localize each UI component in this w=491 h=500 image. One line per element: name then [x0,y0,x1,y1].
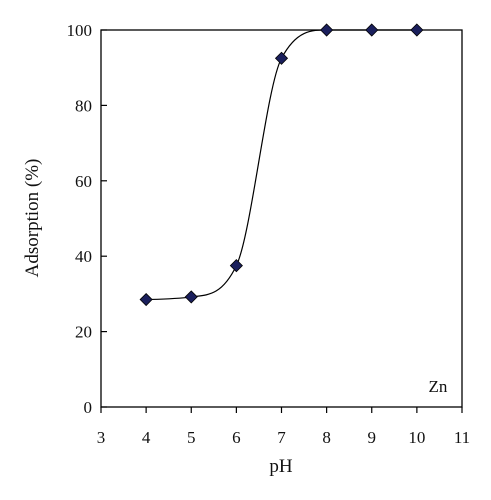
y-tick-label: 20 [75,323,92,342]
x-tick-label: 5 [187,428,196,447]
data-point [184,290,198,304]
data-point [274,51,289,65]
zn-annotation: Zn [429,377,448,396]
y-tick-label: 60 [75,172,92,191]
data-point [365,23,379,37]
x-tick-label: 9 [368,428,377,447]
x-tick-label: 3 [97,428,106,447]
y-tick-label: 0 [84,398,93,417]
data-point [139,292,153,307]
y-tick-label: 100 [67,21,93,40]
data-point [410,23,424,37]
x-tick-label: 11 [454,428,470,447]
plot-frame [100,29,463,408]
x-tick-label: 6 [232,428,241,447]
x-axis-ticks: 3 4 5 6 7 8 9 10 11 [97,407,470,447]
y-axis-ticks: 0 20 40 60 80 100 [67,21,107,417]
y-axis-title: Adsorption (%) [22,159,43,278]
data-point [229,259,243,273]
x-tick-label: 8 [322,428,331,447]
x-tick-label: 7 [277,428,286,447]
x-tick-label: 10 [408,428,425,447]
x-tick-label: 4 [142,428,151,447]
x-axis-title: pH [269,456,293,477]
fit-curve [146,29,417,301]
data-points [139,23,424,307]
data-point [320,23,334,37]
y-tick-label: 80 [75,96,92,115]
y-tick-label: 40 [75,247,92,266]
